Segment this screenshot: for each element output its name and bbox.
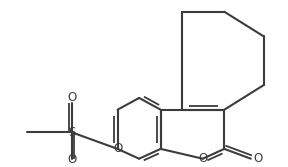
Text: S: S (68, 126, 75, 139)
Text: O: O (67, 92, 76, 104)
Text: O: O (253, 152, 262, 165)
Text: O: O (113, 142, 122, 155)
Text: O: O (198, 152, 207, 165)
Text: O: O (67, 153, 76, 166)
